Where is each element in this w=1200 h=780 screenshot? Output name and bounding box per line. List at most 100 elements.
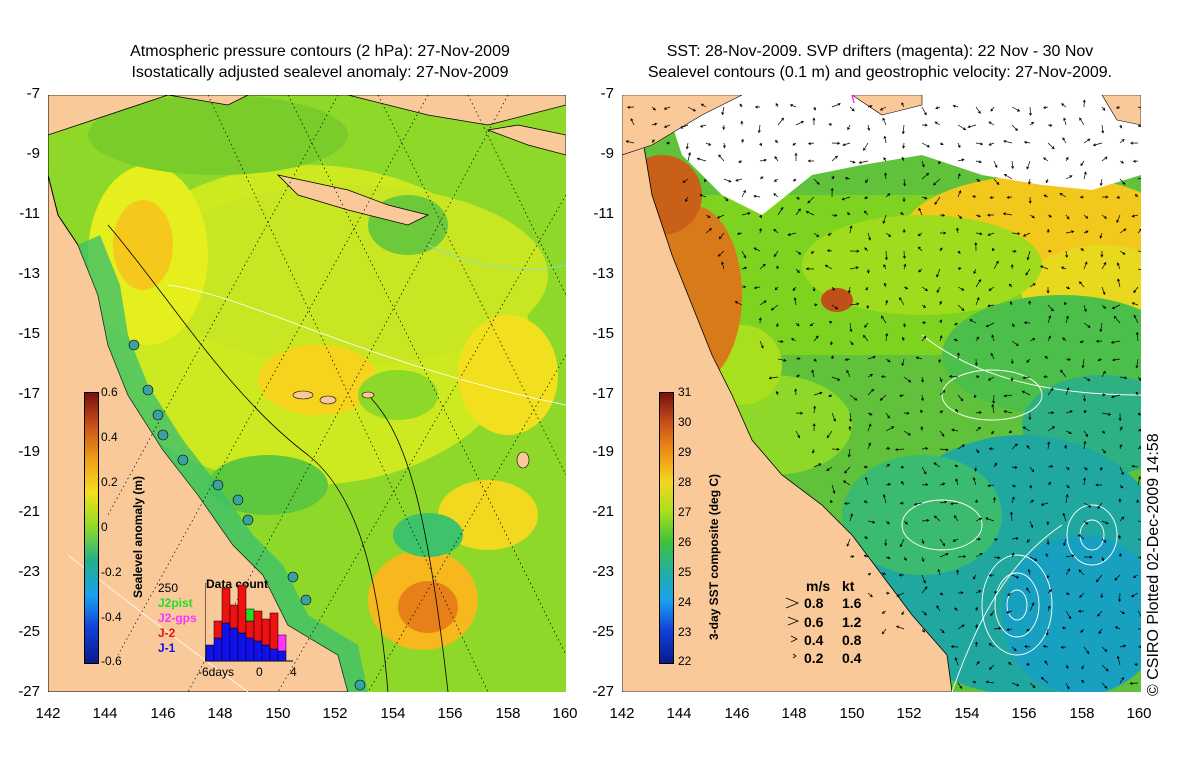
velocity-arrow xyxy=(993,160,998,169)
velocity-arrow xyxy=(1137,268,1141,271)
velocity-arrow xyxy=(1118,412,1122,422)
velocity-arrow xyxy=(1009,301,1013,306)
velocity-arrow xyxy=(1083,322,1091,328)
velocity-arrow xyxy=(899,501,905,505)
velocity-arrow xyxy=(1129,681,1139,685)
velocity-arrow xyxy=(1065,387,1070,396)
velocity-arrow xyxy=(777,339,784,343)
velocity-arrow xyxy=(770,304,779,311)
velocity-arrow xyxy=(967,124,977,129)
velocity-arrow xyxy=(867,388,875,396)
velocity-arrow xyxy=(826,466,833,471)
velocity-arrow xyxy=(1095,483,1103,487)
velocity-arrow xyxy=(1065,466,1070,470)
velocity-arrow xyxy=(1080,248,1085,252)
velocity-arrow xyxy=(758,317,762,324)
velocity-arrow xyxy=(1047,304,1054,312)
velocity-arrow xyxy=(795,208,801,216)
velocity-arrow xyxy=(1023,140,1031,144)
velocity-arrow xyxy=(939,213,946,217)
velocity-arrow xyxy=(975,375,980,379)
velocity-arrow xyxy=(867,124,871,131)
velocity-arrow xyxy=(1114,626,1121,630)
right-y-tick: -9 xyxy=(600,145,614,162)
velocity-arrow xyxy=(993,537,998,541)
velocity-arrow xyxy=(1095,339,1103,343)
velocity-arrow xyxy=(722,124,726,131)
velocity-arrow xyxy=(831,103,841,108)
velocity-arrow xyxy=(921,394,925,402)
velocity-arrow xyxy=(1045,628,1049,636)
velocity-arrow xyxy=(974,624,978,630)
velocity-arrow xyxy=(1101,520,1109,525)
velocity-arrow xyxy=(901,610,905,616)
velocity-arrow xyxy=(1011,552,1015,558)
velocity-arrow xyxy=(1101,430,1106,434)
velocity-arrow xyxy=(1083,214,1089,219)
velocity-arrow xyxy=(831,376,841,381)
velocity-arrow xyxy=(957,124,967,131)
velocity-arrow xyxy=(807,196,815,204)
velocity-arrow xyxy=(957,158,965,162)
velocity-arrow xyxy=(1099,178,1103,187)
velocity-arrow xyxy=(885,299,889,306)
velocity-arrow xyxy=(939,376,943,383)
velocity-arrow xyxy=(975,517,983,522)
velocity-arrow xyxy=(1062,137,1067,144)
velocity-arrow xyxy=(939,500,948,504)
velocity-arrow xyxy=(813,232,820,238)
velocity-arrow xyxy=(841,196,851,201)
velocity-arrow xyxy=(847,448,851,458)
velocity-arrow xyxy=(1024,645,1031,649)
velocity-arrow xyxy=(723,196,729,202)
velocity-arrow xyxy=(844,358,851,361)
velocity-arrow xyxy=(1101,286,1106,295)
velocity-arrow xyxy=(828,123,833,127)
velocity-arrow xyxy=(734,301,743,306)
velocity-arrow xyxy=(777,206,784,216)
legend-j2gps: J2-gps xyxy=(158,611,197,625)
velocity-arrow xyxy=(1132,159,1139,163)
velocity-arrow xyxy=(741,285,747,289)
velocity-arrow xyxy=(1101,156,1108,162)
velocity-arrow xyxy=(1011,106,1021,112)
velocity-arrow-icons xyxy=(785,597,800,659)
velocity-arrow xyxy=(902,228,906,234)
velocity-arrow xyxy=(885,556,891,560)
velocity-arrow xyxy=(1011,484,1016,488)
velocity-arrow xyxy=(975,537,981,541)
right-cb-tick: 23 xyxy=(678,625,692,639)
velocity-arrow xyxy=(1119,228,1127,234)
velocity-arrow xyxy=(993,591,998,594)
legend-j2: J-2 xyxy=(158,626,176,640)
velocity-arrow xyxy=(1046,228,1050,234)
velocity-arrow xyxy=(975,590,982,594)
velocity-arrow xyxy=(813,335,819,342)
velocity-arrow xyxy=(1081,679,1085,684)
velocity-arrow xyxy=(1059,193,1067,198)
left-map-panel xyxy=(48,95,566,692)
velocity-arrow xyxy=(827,232,833,236)
velocity-arrow xyxy=(1065,554,1075,558)
velocity-arrow xyxy=(1101,124,1105,134)
velocity-arrow xyxy=(864,322,869,328)
velocity-arrow xyxy=(842,480,851,486)
velocity-arrow xyxy=(1137,475,1141,486)
velocity-arrow xyxy=(1119,516,1125,522)
velocity-ms-2: 0.4 xyxy=(804,632,824,648)
velocity-arrow xyxy=(774,156,779,162)
velocity-ms-3: 0.2 xyxy=(804,650,824,666)
right-y-tick: -13 xyxy=(592,265,614,282)
velocity-arrow xyxy=(903,520,908,525)
velocity-arrow xyxy=(957,591,964,595)
velocity-arrow xyxy=(811,448,815,454)
velocity-arrow xyxy=(957,624,965,630)
velocity-arrow xyxy=(895,625,905,630)
left-y-tick: -27 xyxy=(18,683,40,700)
velocity-arrow xyxy=(1003,394,1013,398)
velocity-arrow xyxy=(987,484,995,488)
data-count-x-label: 0 xyxy=(256,665,263,679)
velocity-arrow xyxy=(753,247,761,252)
velocity-arrow xyxy=(705,142,712,146)
velocity-arrow xyxy=(939,430,945,437)
